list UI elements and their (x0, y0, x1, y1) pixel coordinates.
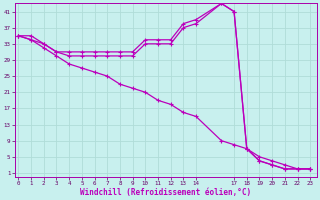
X-axis label: Windchill (Refroidissement éolien,°C): Windchill (Refroidissement éolien,°C) (80, 188, 251, 197)
